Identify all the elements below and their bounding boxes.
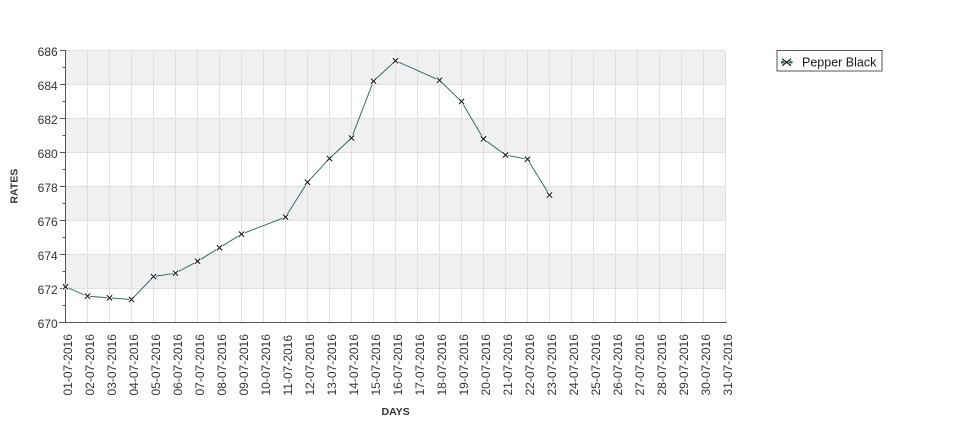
- svg-text:27-07-2016: 27-07-2016: [633, 334, 647, 396]
- svg-text:13-07-2016: 13-07-2016: [325, 334, 339, 396]
- svg-text:676: 676: [38, 215, 58, 229]
- svg-text:678: 678: [38, 181, 58, 195]
- svg-text:21-07-2016: 21-07-2016: [501, 334, 515, 396]
- svg-text:DAYS: DAYS: [381, 406, 409, 418]
- svg-text:05-07-2016: 05-07-2016: [149, 334, 163, 396]
- svg-text:11-07-2016: 11-07-2016: [281, 335, 295, 396]
- svg-text:31-07-2016: 31-07-2016: [721, 334, 735, 396]
- svg-text:682: 682: [38, 113, 58, 127]
- svg-text:670: 670: [38, 317, 58, 331]
- svg-text:02-07-2016: 02-07-2016: [83, 334, 97, 396]
- svg-text:12-07-2016: 12-07-2016: [303, 334, 317, 396]
- svg-text:684: 684: [38, 79, 58, 93]
- svg-text:04-07-2016: 04-07-2016: [127, 334, 141, 396]
- svg-text:672: 672: [38, 283, 58, 297]
- svg-text:08-07-2016: 08-07-2016: [215, 334, 229, 396]
- svg-text:15-07-2016: 15-07-2016: [369, 334, 383, 396]
- svg-text:RATES: RATES: [8, 169, 20, 204]
- svg-text:20-07-2016: 20-07-2016: [479, 334, 493, 396]
- svg-text:10-07-2016: 10-07-2016: [259, 334, 273, 396]
- svg-text:14-07-2016: 14-07-2016: [347, 334, 361, 396]
- svg-text:28-07-2016: 28-07-2016: [655, 334, 669, 396]
- svg-text:Pepper Black: Pepper Black: [802, 55, 877, 69]
- svg-text:674: 674: [38, 249, 58, 263]
- svg-text:19-07-2016: 19-07-2016: [457, 334, 471, 396]
- svg-text:25-07-2016: 25-07-2016: [589, 334, 603, 396]
- svg-text:06-07-2016: 06-07-2016: [171, 334, 185, 396]
- svg-text:16-07-2016: 16-07-2016: [391, 334, 405, 396]
- svg-text:18-07-2016: 18-07-2016: [435, 334, 449, 396]
- svg-text:29-07-2016: 29-07-2016: [677, 334, 691, 396]
- svg-text:22-07-2016: 22-07-2016: [523, 334, 537, 396]
- svg-text:686: 686: [38, 45, 58, 59]
- svg-text:30-07-2016: 30-07-2016: [699, 334, 713, 396]
- svg-text:680: 680: [38, 147, 58, 161]
- svg-text:07-07-2016: 07-07-2016: [193, 334, 207, 396]
- svg-text:03-07-2016: 03-07-2016: [105, 334, 119, 396]
- svg-text:09-07-2016: 09-07-2016: [237, 334, 251, 396]
- svg-text:01-07-2016: 01-07-2016: [61, 334, 75, 396]
- svg-text:26-07-2016: 26-07-2016: [611, 334, 625, 396]
- svg-text:23-07-2016: 23-07-2016: [545, 334, 559, 396]
- svg-text:24-07-2016: 24-07-2016: [567, 334, 581, 396]
- svg-text:17-07-2016: 17-07-2016: [413, 334, 427, 396]
